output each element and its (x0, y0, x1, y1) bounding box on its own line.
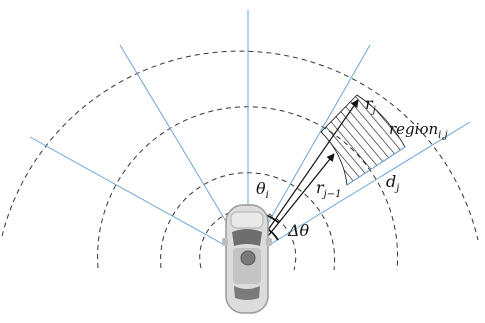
label-r-j: rj (365, 94, 376, 116)
car-top-view-icon (222, 204, 272, 314)
label-delta-theta: Δθ (287, 221, 310, 240)
range-ring-3 (97, 106, 399, 271)
band-edge (346, 146, 406, 186)
label-region-i-j: regioni,j (389, 120, 448, 141)
range-ring-2 (160, 172, 336, 271)
label-r-j-minus-1: rj−1 (316, 178, 342, 200)
range-rings (1, 50, 479, 271)
range-ring-4 (1, 50, 479, 241)
sector-ray-0 (29, 136, 249, 259)
label-theta-i: θi (256, 179, 269, 201)
sector-ray-4 (247, 121, 471, 259)
label-d-j: dj (386, 172, 399, 194)
